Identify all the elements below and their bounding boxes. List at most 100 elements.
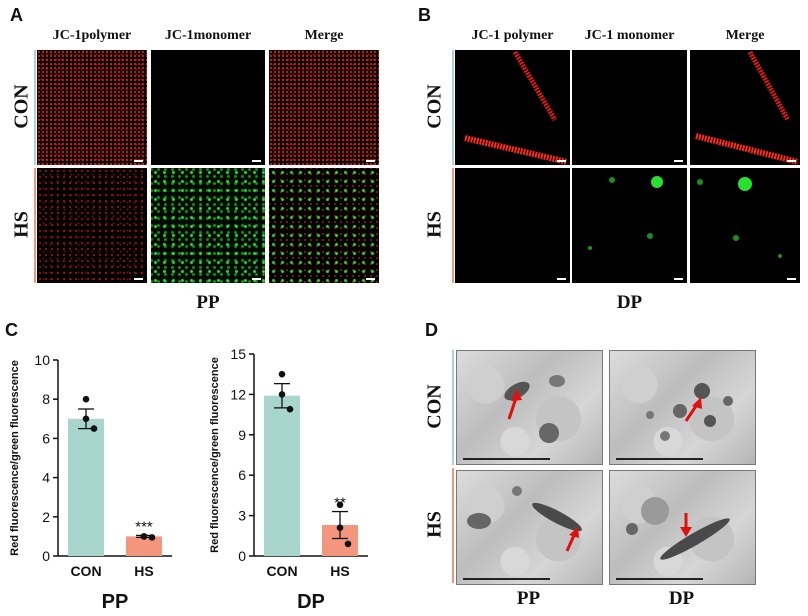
panel-b-hs-polymer-image: [455, 168, 570, 283]
panel-c-letter: C: [5, 320, 18, 340]
scale-bar: [787, 278, 796, 280]
green-spots-svg: [697, 177, 782, 258]
y-tick-label: 3: [238, 508, 246, 524]
scale-bar: [252, 160, 261, 162]
panel-b-con-monomer-image: [572, 50, 687, 165]
panel-b-con-row-bar: [452, 50, 454, 165]
scale-bar: [557, 160, 566, 162]
panel-b-hs-row-bar: [452, 168, 454, 283]
y-tick-label: 9: [238, 427, 246, 443]
bar-con: [68, 418, 104, 556]
panel-b-con-polymer-image: [455, 50, 570, 165]
panel-d-letter: D: [425, 320, 438, 340]
panel-d-con-dp-em-image: [609, 350, 756, 465]
scale-bar: [134, 160, 143, 162]
data-point: [82, 415, 90, 423]
panel-d-hs-row-bar: [452, 468, 454, 583]
panel-d-row-label-con: CON: [423, 384, 446, 429]
panel-a-con-row-bar: [34, 50, 36, 165]
data-point: [148, 534, 156, 541]
em-scale-bar: [463, 458, 550, 460]
panel-a-col-header-polymer: JC-1polymer: [52, 28, 132, 43]
panel-a-hs-monomer-image: [151, 168, 265, 283]
panel-d-con-pp-em-image: [456, 350, 603, 465]
panel-a-hs-polymer-image: [37, 168, 147, 283]
panel-b-con-merge-image: [690, 50, 800, 165]
panel-d-con-row-bar: [452, 350, 454, 465]
panel-d-hs-dp-em-image: [609, 470, 756, 585]
x-tick-label-con: CON: [266, 563, 297, 579]
x-tick-label-con: CON: [70, 563, 101, 579]
panel-a-con-monomer-image: [151, 50, 265, 165]
mitochondria-svg: [646, 383, 733, 441]
y-tick-label: 0: [238, 548, 246, 564]
panel-b-row-label-con: CON: [423, 84, 446, 129]
red-arrow-head: [692, 397, 702, 409]
scale-bar: [674, 160, 683, 162]
scale-bar: [557, 278, 566, 280]
y-tick-label: 12: [230, 386, 246, 402]
x-tick-label-hs: HS: [134, 563, 153, 579]
mitochondria-svg: [504, 375, 565, 443]
data-point: [344, 540, 352, 548]
significance-label: ***: [135, 518, 153, 535]
y-tick-label: 8: [42, 391, 50, 407]
panel-a-letter: A: [10, 5, 23, 25]
panel-b-col-header-polymer: JC-1 polymer: [471, 28, 554, 43]
chart-title: DP: [297, 591, 325, 613]
panel-a-hs-merge-image: [269, 168, 379, 283]
red-arrow-head: [569, 527, 579, 538]
panel-d-caption-pp: PP: [516, 588, 541, 609]
data-point: [278, 391, 286, 398]
em-scale-bar: [616, 458, 703, 460]
panel-a-caption: PP: [196, 292, 220, 313]
bar-con: [264, 395, 300, 556]
panel-b-caption: DP: [616, 292, 643, 313]
y-tick-label: 6: [42, 430, 50, 446]
significance-label: **: [334, 495, 346, 512]
panel-b-row-label-hs: HS: [423, 211, 446, 238]
panel-b-col-header-merge: Merge: [725, 28, 765, 43]
x-tick-label-hs: HS: [330, 563, 349, 579]
red-arrow-head: [680, 527, 692, 537]
panel-d-row-label-hs: HS: [423, 511, 446, 538]
panel-a-col-header-monomer: JC-1monomer: [164, 28, 252, 43]
scale-bar: [366, 160, 375, 162]
y-axis-label: Red fluorescence/green fluorescence: [9, 360, 21, 556]
mitochondria-svg: [626, 497, 730, 560]
panel-b-hs-merge-image: [690, 168, 800, 283]
data-point: [278, 370, 286, 378]
panel-b-col-header-monomer: JC-1 monomer: [584, 28, 675, 43]
scale-bar: [787, 160, 796, 162]
scale-bar: [134, 278, 143, 280]
y-tick-label: 2: [42, 509, 50, 525]
panel-a-hs-row-bar: [34, 168, 36, 283]
panel-a-con-polymer-image: [37, 50, 147, 165]
y-tick-label: 6: [238, 467, 246, 483]
panel-a-row-label-hs: HS: [10, 211, 33, 238]
scale-bar: [674, 278, 683, 280]
chart-pp: 0 2 4 6 8 10 Red fluorescence/green fluorescen…: [9, 352, 172, 613]
data-point: [140, 533, 148, 540]
panel-a-row-label-con: CON: [10, 84, 33, 129]
panel-a-col-header-merge: Merge: [304, 28, 344, 43]
data-point: [82, 395, 90, 403]
em-scale-bar: [616, 578, 703, 580]
panel-b-hs-monomer-image: [572, 168, 687, 283]
em-scale-bar: [463, 578, 550, 580]
data-point: [286, 405, 294, 413]
chart-dp: 0 3 6 9 12 15 Red fluorescence/green fluoresce…: [209, 346, 368, 613]
mitochondria-svg: [467, 486, 582, 552]
panel-b-letter: B: [418, 5, 431, 25]
green-spots-svg: [588, 176, 663, 250]
y-tick-label: 10: [34, 352, 50, 368]
data-point: [336, 524, 344, 532]
red-fiber-svg: [464, 50, 568, 165]
scale-bar: [252, 278, 261, 280]
bar-hs: [126, 536, 162, 556]
y-tick-label: 0: [42, 548, 50, 564]
data-point: [90, 425, 98, 432]
red-arrow-head: [511, 389, 522, 401]
panel-a-con-merge-image: [269, 50, 379, 165]
y-tick-label: 4: [42, 470, 50, 486]
